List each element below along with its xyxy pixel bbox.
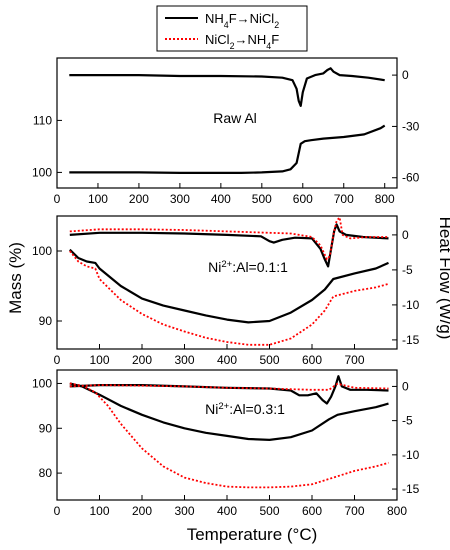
x-tick-label-middle-400: 400 (217, 353, 237, 367)
x-tick-label-top-100: 100 (88, 192, 108, 206)
panel-annotation-top: Raw Al (213, 110, 257, 126)
x-tick-label-bottom-800: 800 (387, 504, 407, 518)
series-line-bottom-mass-black (69, 382, 389, 441)
x-tick-label-bottom-700: 700 (344, 504, 364, 518)
x-tick-label-middle-100: 100 (89, 353, 109, 367)
y-left-tick-label-bottom-80: 80 (39, 466, 53, 480)
x-axis-label: Temperature (°C) (187, 525, 318, 544)
y-right-tick-label-bottom--10: -10 (402, 448, 420, 462)
series-line-top-mass-black (69, 124, 386, 174)
y-right-tick-label-top--30: -30 (402, 119, 420, 133)
series-line-middle-mass-black (69, 248, 389, 324)
y-right-tick-label-middle--10: -10 (402, 298, 420, 312)
y-right-tick-label-bottom-0: 0 (402, 379, 409, 393)
legend: NH4F→NiCl2 NiCl2→NH4F (156, 5, 308, 52)
panel-annotation-middle: Ni2+:Al=0.1:1 (208, 259, 288, 276)
x-tick-label-middle-500: 500 (259, 353, 279, 367)
series-line-middle-heat-red (69, 216, 389, 261)
x-tick-label-top-500: 500 (252, 192, 272, 206)
series-line-bottom-mass-red (69, 382, 389, 489)
y-left-tick-label-bottom-90: 90 (39, 421, 53, 435)
y-right-tick-label-middle--5: -5 (402, 263, 413, 277)
y-axis-label-left: Mass (%) (6, 242, 25, 314)
y-right-tick-label-top--60: -60 (402, 171, 420, 185)
x-tick-label-top-800: 800 (375, 192, 395, 206)
x-tick-label-bottom-500: 500 (259, 504, 279, 518)
y-left-tick-label-top-110: 110 (33, 113, 52, 127)
series-line-bottom-heat-black (69, 375, 389, 405)
y-right-tick-label-middle--15: -15 (402, 333, 420, 347)
panel-top: 0 100 200 300 400 500 600 700 8001001100-30-60Ra… (32, 57, 420, 206)
series-line-top-heat-black (69, 67, 385, 108)
x-tick-label-bottom-200: 200 (132, 504, 152, 518)
x-tick-label-top-700: 700 (334, 192, 354, 206)
x-tick-label-middle-300: 300 (174, 353, 194, 367)
x-tick-label-bottom-0: 0 (54, 504, 61, 518)
legend-label-2: NiCl2→NH4F (205, 32, 279, 51)
y-axis-label-right: Heat Flow (W/g) (436, 217, 450, 340)
y-right-tick-label-bottom--5: -5 (402, 414, 413, 428)
y-left-tick-label-top-100: 100 (32, 165, 52, 179)
x-tick-label-top-300: 300 (170, 192, 190, 206)
y-right-tick-label-top-0: 0 (402, 68, 409, 82)
y-left-tick-label-bottom-100: 100 (32, 376, 52, 390)
x-tick-label-bottom-600: 600 (302, 504, 322, 518)
x-tick-label-middle-600: 600 (302, 353, 322, 367)
y-right-tick-label-middle-0: 0 (402, 228, 409, 242)
x-tick-label-bottom-400: 400 (217, 504, 237, 518)
x-tick-label-middle-700: 700 (344, 353, 364, 367)
chart-panels: 0 100 200 300 400 500 600 700 8001001100-30-60Ra… (32, 57, 420, 518)
x-tick-label-bottom-300: 300 (174, 504, 194, 518)
panel-frame-top (56, 57, 398, 189)
x-tick-label-top-0: 0 (54, 192, 61, 206)
x-tick-label-middle-200: 200 (132, 353, 152, 367)
x-tick-label-middle-0: 0 (54, 353, 61, 367)
series-line-middle-mass-red (69, 250, 389, 346)
x-tick-label-top-200: 200 (129, 192, 149, 206)
legend-label-1: NH4F→NiCl2 (205, 11, 279, 30)
series-line-bottom-heat-red (69, 382, 389, 391)
panel-bottom: 0 100 200 300 400 500 600 700 800 80 90 100 0 -5 -10 -1… (32, 369, 420, 518)
x-tick-label-bottom-100: 100 (89, 504, 109, 518)
x-tick-label-top-600: 600 (293, 192, 313, 206)
legend-box (156, 5, 308, 52)
y-left-tick-label-middle-100: 100 (32, 244, 52, 258)
y-left-tick-label-middle-90: 90 (39, 314, 53, 328)
panel-middle: 0 100 200 300 400 500 600 700 90 100 0 -5 -10 -15 Ni2+… (32, 215, 420, 367)
y-right-tick-label-bottom--15: -15 (402, 482, 420, 496)
panel-annotation-bottom: Ni2+:Al=0.3:1 (205, 401, 285, 418)
x-tick-label-top-400: 400 (211, 192, 231, 206)
series-line-middle-heat-black (69, 223, 389, 268)
